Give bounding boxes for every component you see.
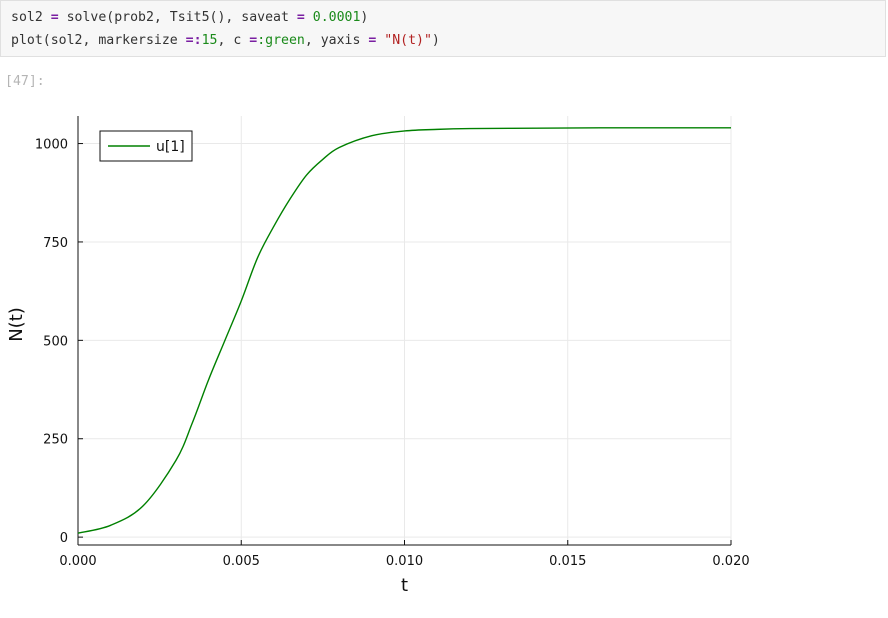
code-line-2: plot(sol2, markersize =:15, c =:green, y… bbox=[11, 33, 440, 48]
code-cell[interactable]: sol2 = solve(prob2, Tsit5(), saveat = 0.… bbox=[0, 0, 886, 57]
y-tick-label: 750 bbox=[43, 236, 68, 251]
series-line-u1 bbox=[77, 127, 731, 534]
output-prompt: [47]: bbox=[5, 74, 45, 89]
y-tick-label: 1000 bbox=[35, 138, 68, 153]
x-axis-label: t bbox=[401, 575, 408, 596]
x-tick-label: 0.005 bbox=[223, 554, 260, 569]
code-line-1: sol2 = solve(prob2, Tsit5(), saveat = 0.… bbox=[11, 10, 369, 25]
x-tick-labels: 0.000 0.005 0.010 0.015 0.020 bbox=[59, 554, 749, 569]
legend-label: u[1] bbox=[156, 139, 185, 155]
grid-lines bbox=[77, 116, 732, 545]
x-tick-label: 0.015 bbox=[549, 554, 586, 569]
y-tick-labels: 0 250 500 750 1000 bbox=[35, 138, 68, 547]
y-tick-label: 500 bbox=[43, 334, 68, 349]
axes bbox=[77, 116, 732, 546]
x-tick-label: 0.020 bbox=[712, 554, 749, 569]
x-tick-label: 0.010 bbox=[386, 554, 423, 569]
plot-chart: 0.000 0.005 0.010 0.015 0.020 0 250 500 750 1000… bbox=[6, 116, 750, 596]
legend: u[1] bbox=[99, 130, 193, 162]
y-tick-label: 250 bbox=[43, 433, 68, 448]
x-tick-label: 0.000 bbox=[59, 554, 96, 569]
y-axis-label: N(t) bbox=[6, 307, 27, 342]
y-tick-label: 0 bbox=[60, 531, 68, 546]
